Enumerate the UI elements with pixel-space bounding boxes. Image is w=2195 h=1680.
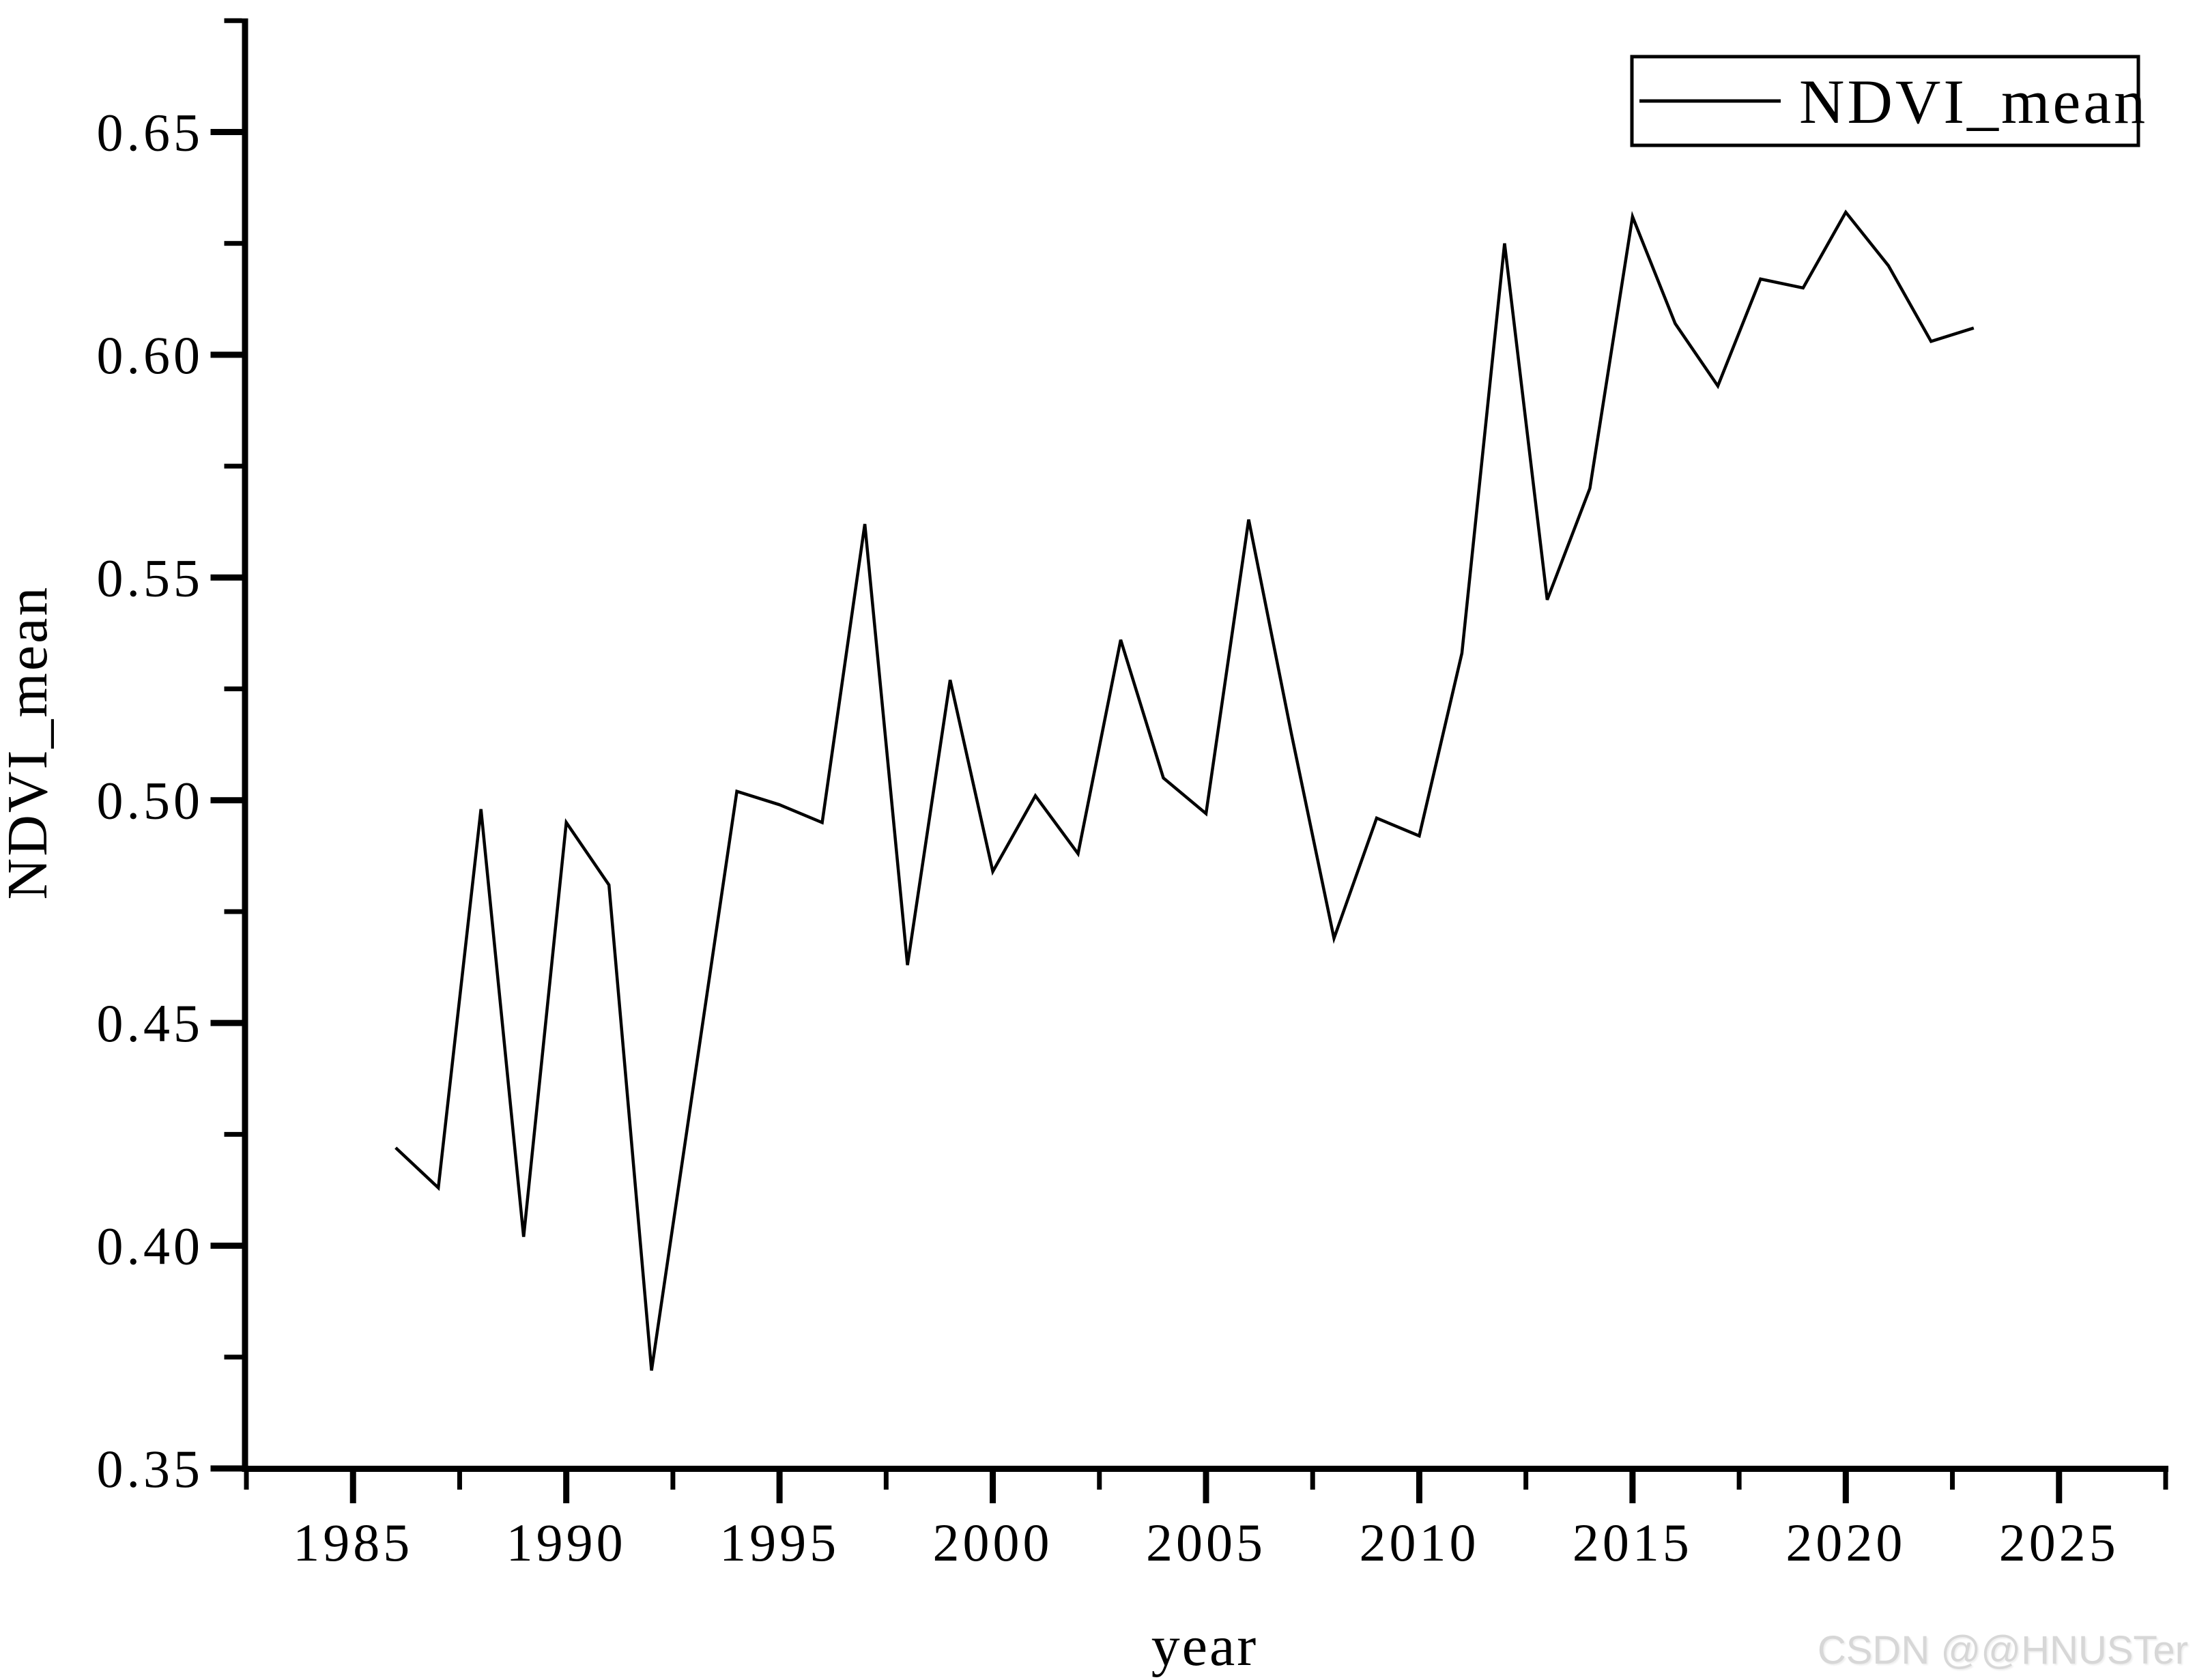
x-tick-label: 1995: [719, 1513, 840, 1572]
x-major-tick: [990, 1472, 996, 1503]
x-major-tick: [563, 1472, 570, 1503]
x-minor-tick: [883, 1472, 889, 1490]
x-minor-tick: [1310, 1472, 1315, 1490]
x-minor-tick: [244, 1472, 249, 1490]
x-major-tick: [1203, 1472, 1209, 1503]
y-minor-tick: [224, 18, 242, 23]
x-tick-label: 2015: [1573, 1513, 1693, 1572]
x-tick-label: 2000: [933, 1513, 1053, 1572]
ndvi-mean-series-line: [394, 209, 1975, 1371]
y-tick-label: 0.50: [97, 771, 204, 830]
y-axis-major-ticks: [210, 128, 242, 1472]
x-minor-tick: [1523, 1472, 1529, 1490]
y-major-tick: [210, 1243, 242, 1249]
x-minor-tick: [2163, 1472, 2168, 1490]
y-axis-title: NDVI_mean: [0, 585, 59, 900]
x-major-tick: [776, 1472, 783, 1503]
y-tick-label: 0.55: [97, 548, 204, 607]
y-axis-line: [242, 18, 248, 1472]
y-minor-tick: [224, 1355, 242, 1360]
legend: NDVI_mean: [1630, 55, 2148, 147]
x-tick-label: 2025: [1999, 1513, 2119, 1572]
x-axis-minor-ticks: [244, 1472, 2168, 1490]
x-major-tick: [1842, 1472, 1849, 1503]
x-axis-title: year: [1151, 1614, 1259, 1678]
x-minor-tick: [670, 1472, 676, 1490]
y-major-tick: [210, 1465, 242, 1472]
x-minor-tick: [457, 1472, 462, 1490]
y-tick-label: 0.45: [97, 994, 204, 1053]
y-minor-tick: [224, 463, 242, 469]
x-major-tick: [1416, 1472, 1422, 1503]
x-axis-major-ticks: [349, 1472, 2063, 1503]
x-tick-label: 1985: [293, 1513, 413, 1572]
x-axis-tick-labels: 1985 1990 1995 2000 2005 2010 2015 2020 2025: [293, 1513, 2119, 1572]
y-minor-tick: [224, 241, 242, 246]
x-major-tick: [2056, 1472, 2063, 1503]
y-axis-tick-labels: 0.35 0.40 0.45 0.50 0.55 0.60 0.65: [97, 102, 204, 1498]
x-tick-label: 1990: [506, 1513, 627, 1572]
y-tick-label: 0.60: [97, 325, 204, 385]
x-minor-tick: [1950, 1472, 1955, 1490]
y-tick-label: 0.35: [97, 1439, 204, 1498]
y-minor-tick: [224, 909, 242, 914]
axes: 1985 1990 1995 2000 2005 2010 2015 2020 2025 0.3…: [97, 18, 2168, 1572]
plot-area: [394, 209, 1975, 1371]
y-minor-tick: [224, 686, 242, 692]
x-minor-tick: [1097, 1472, 1102, 1490]
y-tick-label: 0.65: [97, 102, 204, 162]
y-major-tick: [210, 1019, 242, 1026]
y-major-tick: [210, 128, 242, 135]
y-major-tick: [210, 351, 242, 358]
legend-label: NDVI_mean: [1799, 67, 2148, 136]
x-tick-label: 2005: [1146, 1513, 1266, 1572]
y-minor-tick: [224, 1131, 242, 1137]
x-axis-line: [242, 1466, 2168, 1472]
y-major-tick: [210, 797, 242, 804]
y-tick-label: 0.40: [97, 1217, 204, 1276]
x-tick-label: 2020: [1785, 1513, 1906, 1572]
x-major-tick: [1629, 1472, 1636, 1503]
watermark: CSDN @@HNUSTer: [1818, 1628, 2188, 1672]
y-axis-minor-ticks: [224, 18, 242, 1360]
x-tick-label: 2010: [1359, 1513, 1479, 1572]
x-major-tick: [349, 1472, 356, 1503]
y-major-tick: [210, 574, 242, 581]
x-minor-tick: [1736, 1472, 1742, 1490]
